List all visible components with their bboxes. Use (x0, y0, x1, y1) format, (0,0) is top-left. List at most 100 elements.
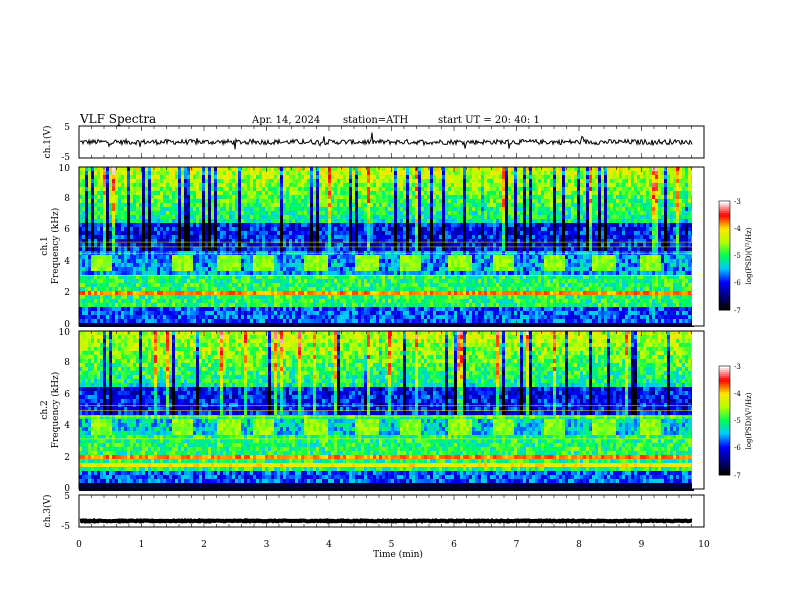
spectrogram-cell (178, 211, 181, 215)
spectrogram-cell (343, 219, 346, 223)
spectrogram-cell (169, 215, 172, 219)
spectrogram-cell (142, 243, 145, 247)
spectrogram-cell (586, 231, 589, 235)
spectrogram-cell (109, 259, 112, 263)
spectrogram-cell (685, 239, 688, 243)
spectrogram-cell (289, 167, 292, 171)
spectrogram-cell (148, 199, 151, 203)
spectrogram-cell (406, 203, 409, 207)
spectrogram-cell (514, 207, 517, 211)
spectrogram-cell (262, 179, 265, 183)
spectrogram-cell (88, 203, 91, 207)
spectrogram-cell (385, 239, 388, 243)
spectrogram-cell (118, 235, 121, 239)
spectrogram-cell (115, 211, 118, 215)
spectrogram-cell (214, 219, 217, 223)
spectrogram-cell (235, 171, 238, 175)
spectrogram-cell (451, 171, 454, 175)
spectrogram-cell (445, 247, 448, 251)
spectrogram-cell (535, 191, 538, 195)
spectrogram-cell (511, 211, 514, 215)
spectrogram-cell (238, 227, 241, 231)
spectrogram-cell (487, 259, 490, 263)
spectrogram-cell (169, 235, 172, 239)
spectrogram-cell (343, 167, 346, 171)
spectrogram-cell (571, 219, 574, 223)
spectrogram-cell (274, 175, 277, 179)
spectrogram-cell (673, 167, 676, 171)
spectrogram-cell (232, 195, 235, 199)
spectrogram-cell (91, 247, 94, 251)
spectrogram-cell (550, 179, 553, 183)
spectrogram-cell (676, 223, 679, 227)
spectrogram-cell (421, 227, 424, 231)
spectrogram-cell (424, 211, 427, 215)
spectrogram-cell (385, 207, 388, 211)
spectrogram-cell (358, 167, 361, 171)
spectrogram-cell (166, 247, 169, 251)
spectrogram-cell (250, 259, 253, 263)
spectrogram-cell (547, 239, 550, 243)
spectrogram-cell (589, 183, 592, 187)
spectrogram-cell (655, 187, 658, 191)
spectrogram-cell (346, 259, 349, 263)
spectrogram-cell (337, 247, 340, 251)
spectrogram-cell (463, 215, 466, 219)
spectrogram-cell (571, 223, 574, 227)
spectrogram-cell (289, 219, 292, 223)
spectrogram-cell (631, 223, 634, 227)
spectrogram-cell (316, 227, 319, 231)
spectrogram-cell (265, 207, 268, 211)
spectrogram-cell (181, 171, 184, 175)
spectrogram-cell (649, 195, 652, 199)
spectrogram-cell (508, 235, 511, 239)
spectrogram-cell (121, 223, 124, 227)
spectrogram-cell (436, 195, 439, 199)
spectrogram-cell (673, 215, 676, 219)
spectrogram-cell (382, 215, 385, 219)
spectrogram-cell (109, 199, 112, 203)
spectrogram-cell (472, 179, 475, 183)
spectrogram-cell (526, 219, 529, 223)
spectrogram-cell (385, 235, 388, 239)
spectrogram-cell (79, 235, 82, 239)
spectrogram-cell (619, 215, 622, 219)
spectrogram-cell (253, 203, 256, 207)
spectrogram-cell (682, 235, 685, 239)
spectrogram-cell (403, 243, 406, 247)
spectrogram-cell (325, 203, 328, 207)
spectrogram-cell (625, 223, 628, 227)
spectrogram-cell (493, 223, 496, 227)
spectrogram-cell (298, 219, 301, 223)
spectrogram-cell (328, 179, 331, 183)
spectrogram-cell (160, 183, 163, 187)
spectrogram-cell (619, 255, 622, 259)
spectrogram-cell (667, 187, 670, 191)
spectrogram-cell (385, 195, 388, 199)
spectrogram-cell (196, 207, 199, 211)
spectrogram-cell (658, 227, 661, 231)
spectrogram-cell (523, 259, 526, 263)
spectrogram-cell (442, 195, 445, 199)
spectrogram-cell (370, 259, 373, 263)
spectrogram-cell (598, 255, 601, 259)
spectrogram-cell (241, 191, 244, 195)
spectrogram-cell (148, 183, 151, 187)
spectrogram-cell (679, 239, 682, 243)
spectrogram-cell (496, 167, 499, 171)
spectrogram-cell (220, 203, 223, 207)
spectrogram-cell (340, 207, 343, 211)
spectrogram-cell (511, 255, 514, 259)
spectrogram-cell (580, 255, 583, 259)
spectrogram-cell (610, 175, 613, 179)
spectrogram-cell (559, 223, 562, 227)
spectrogram-cell (127, 195, 130, 199)
spectrogram-cell (475, 215, 478, 219)
spectrogram-cell (640, 219, 643, 223)
spectrogram-cell (91, 203, 94, 207)
spectrogram-cell (223, 255, 226, 259)
spectrogram-cell (475, 183, 478, 187)
spectrogram-cell (397, 231, 400, 235)
spectrogram-cell (151, 167, 154, 171)
spectrogram-cell (373, 203, 376, 207)
